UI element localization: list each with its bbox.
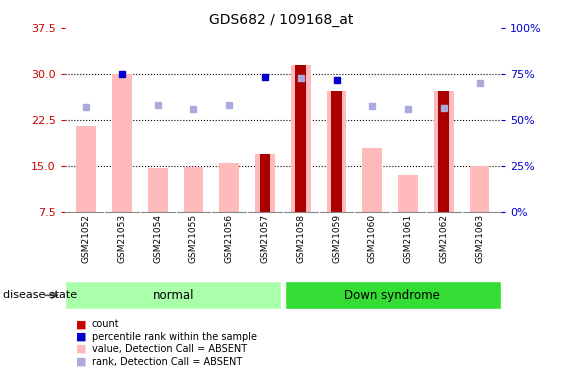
Text: GDS682 / 109168_at: GDS682 / 109168_at xyxy=(209,13,354,27)
Text: GSM21057: GSM21057 xyxy=(261,214,270,263)
Text: GSM21060: GSM21060 xyxy=(368,214,377,263)
Bar xyxy=(331,91,342,212)
Text: normal: normal xyxy=(153,289,195,302)
Bar xyxy=(296,65,306,212)
Text: GSM21063: GSM21063 xyxy=(475,214,484,263)
Text: count: count xyxy=(92,320,119,329)
Bar xyxy=(398,175,418,212)
Bar xyxy=(184,166,203,212)
Text: rank, Detection Call = ABSENT: rank, Detection Call = ABSENT xyxy=(92,357,242,366)
Bar xyxy=(260,154,270,212)
Text: GSM21052: GSM21052 xyxy=(82,214,91,263)
Bar xyxy=(77,126,96,212)
Text: GSM21056: GSM21056 xyxy=(225,214,234,263)
Bar xyxy=(434,91,454,212)
Text: ■: ■ xyxy=(76,344,87,354)
Text: GSM21061: GSM21061 xyxy=(404,214,413,263)
Bar xyxy=(112,74,132,212)
Text: Down syndrome: Down syndrome xyxy=(344,289,440,302)
Bar xyxy=(291,65,311,212)
Text: ■: ■ xyxy=(76,320,87,329)
Bar xyxy=(65,281,281,309)
Bar xyxy=(327,91,346,212)
Bar xyxy=(363,148,382,212)
Text: GSM21054: GSM21054 xyxy=(153,214,162,263)
Text: value, Detection Call = ABSENT: value, Detection Call = ABSENT xyxy=(92,344,247,354)
Text: disease state: disease state xyxy=(3,290,77,300)
Text: GSM21058: GSM21058 xyxy=(296,214,305,263)
Bar xyxy=(148,168,168,212)
Text: percentile rank within the sample: percentile rank within the sample xyxy=(92,332,257,342)
Bar xyxy=(285,281,501,309)
Text: GSM21059: GSM21059 xyxy=(332,214,341,263)
Text: ■: ■ xyxy=(76,357,87,366)
Text: GSM21055: GSM21055 xyxy=(189,214,198,263)
Text: GSM21062: GSM21062 xyxy=(439,214,448,263)
Bar xyxy=(470,166,489,212)
Bar xyxy=(220,163,239,212)
Bar xyxy=(439,91,449,212)
Text: GSM21053: GSM21053 xyxy=(118,214,127,263)
Bar xyxy=(255,154,275,212)
Text: ■: ■ xyxy=(76,332,87,342)
